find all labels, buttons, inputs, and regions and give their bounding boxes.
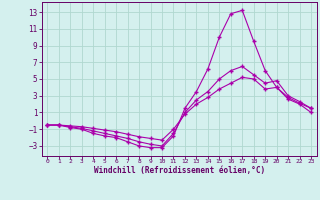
X-axis label: Windchill (Refroidissement éolien,°C): Windchill (Refroidissement éolien,°C) — [94, 166, 265, 175]
